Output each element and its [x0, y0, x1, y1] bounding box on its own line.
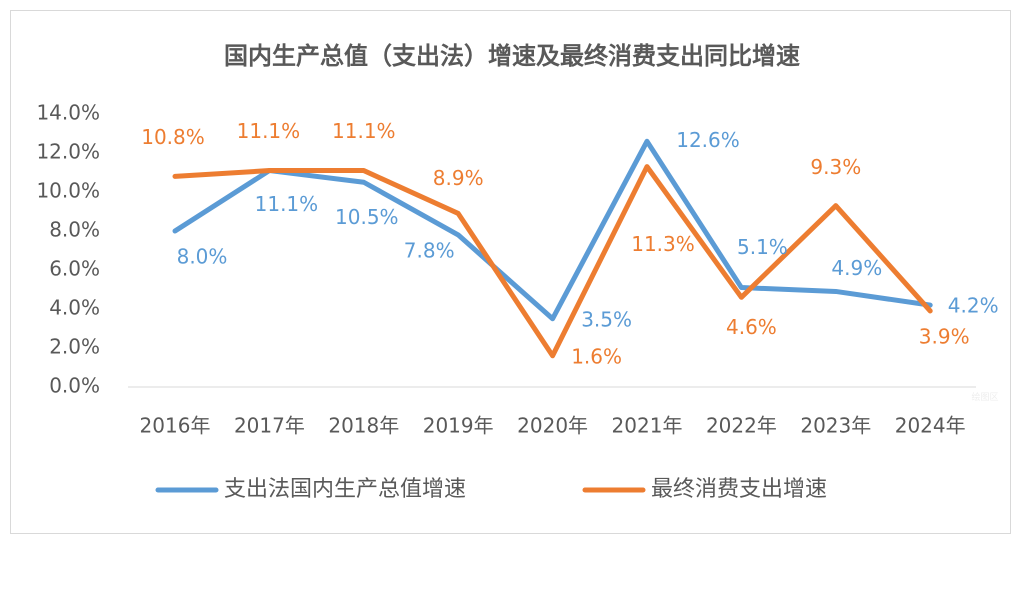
legend-label: 支出法国内生产总值增速	[224, 477, 466, 502]
legend-label: 最终消费支出增速	[651, 477, 827, 502]
data-label: 4.2%	[948, 294, 999, 318]
data-label: 11.1%	[237, 119, 301, 143]
x-tick-label: 2017年	[234, 414, 305, 438]
data-label: 11.1%	[255, 192, 319, 216]
data-label: 3.5%	[581, 307, 632, 331]
y-tick-label: 6.0%	[49, 257, 100, 281]
x-tick-label: 2018年	[328, 414, 399, 438]
y-tick-label: 4.0%	[49, 296, 100, 320]
x-tick-label: 2021年	[612, 414, 683, 438]
data-label: 10.8%	[141, 125, 205, 149]
data-label: 7.8%	[404, 238, 455, 262]
y-tick-label: 14.0%	[36, 101, 100, 125]
data-label: 5.1%	[737, 235, 788, 259]
y-tick-label: 0.0%	[49, 374, 100, 398]
y-tick-label: 12.0%	[36, 140, 100, 164]
data-label: 8.9%	[433, 166, 484, 190]
data-label: 11.3%	[631, 232, 695, 256]
data-label: 3.9%	[919, 324, 970, 348]
data-label: 8.0%	[177, 245, 228, 269]
y-tick-label: 2.0%	[49, 335, 100, 359]
data-label: 9.3%	[810, 155, 861, 179]
x-tick-label: 2022年	[706, 414, 777, 438]
data-label: 11.1%	[332, 119, 396, 143]
y-tick-label: 8.0%	[49, 218, 100, 242]
data-label: 10.5%	[335, 205, 399, 229]
data-label: 1.6%	[571, 344, 622, 368]
chart-frame	[10, 10, 1011, 534]
x-tick-label: 2023年	[800, 414, 871, 438]
data-label: 12.6%	[676, 128, 740, 152]
watermark: 绘图区	[971, 391, 998, 403]
y-tick-label: 10.0%	[36, 179, 100, 203]
x-tick-label: 2019年	[423, 414, 494, 438]
series-line-1	[172, 138, 933, 322]
x-tick-label: 2020年	[517, 414, 588, 438]
x-tick-label: 2024年	[895, 414, 966, 438]
data-label: 4.9%	[831, 256, 882, 280]
chart-title: 国内生产总值（支出法）增速及最终消费支出同比增速	[224, 42, 800, 70]
data-label: 4.6%	[726, 315, 777, 339]
x-tick-label: 2016年	[140, 414, 211, 438]
series-line-2	[172, 164, 933, 359]
